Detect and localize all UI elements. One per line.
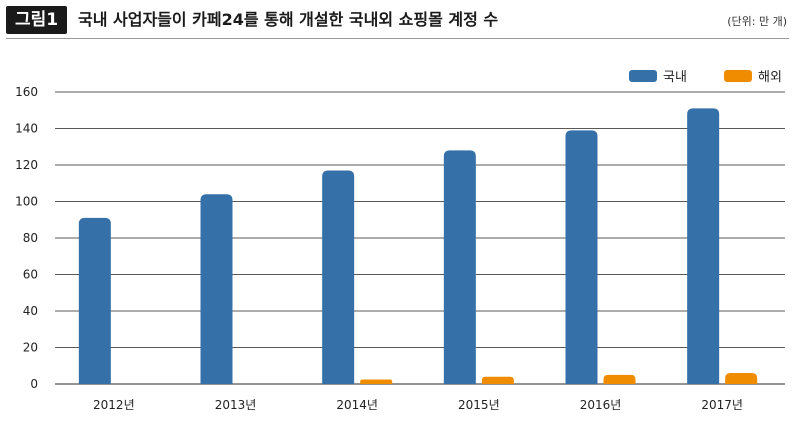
header-divider [6, 38, 789, 39]
x-tick-label: 2015년 [458, 398, 500, 412]
legend-label-domestic: 국내 [663, 70, 687, 85]
bar-overseas [360, 379, 393, 384]
legend-swatch-domestic [629, 70, 657, 82]
bar-overseas [481, 376, 514, 384]
figure-badge: 그림1 [6, 6, 68, 34]
bar-overseas [725, 373, 758, 384]
x-tick-label: 2016년 [580, 398, 622, 412]
y-tick-label: 80 [23, 231, 38, 245]
y-tick-label: 100 [15, 195, 38, 209]
figure-header: 그림1 국내 사업자들이 카페24를 통해 개설한 국내외 쇼핑몰 계정 수 (… [6, 6, 789, 36]
y-tick-label: 120 [15, 158, 38, 172]
x-tick-label: 2012년 [93, 398, 135, 412]
y-tick-label: 60 [23, 268, 38, 282]
bar-overseas [603, 374, 636, 384]
x-tick-label: 2013년 [215, 398, 257, 412]
y-tick-label: 0 [30, 377, 38, 391]
bar-domestic [200, 194, 233, 384]
y-tick-label: 40 [23, 304, 38, 318]
figure-title: 국내 사업자들이 카페24를 통해 개설한 국내외 쇼핑몰 계정 수 [78, 10, 499, 29]
unit-label: (단위: 만 개) [727, 15, 787, 28]
x-tick-label: 2014년 [336, 398, 378, 412]
x-tick-label: 2017년 [701, 398, 743, 412]
bar-domestic [443, 150, 476, 384]
bar-domestic [78, 217, 111, 384]
bar-domestic [322, 170, 355, 384]
y-tick-label: 160 [15, 85, 38, 99]
bar-domestic [687, 108, 720, 385]
bar-domestic [565, 130, 598, 384]
legend-label-overseas: 해외 [758, 70, 782, 85]
y-tick-label: 140 [15, 122, 38, 136]
y-tick-label: 20 [23, 341, 38, 355]
legend-swatch-overseas [724, 70, 752, 82]
